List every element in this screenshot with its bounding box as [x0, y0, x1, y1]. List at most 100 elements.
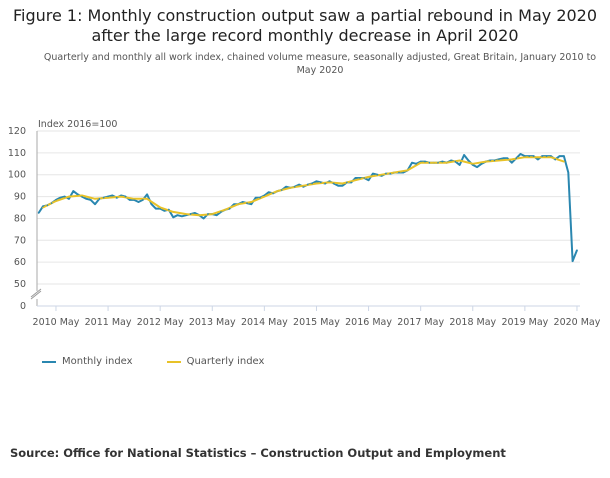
monthly-point: [524, 155, 526, 157]
x-tick-label: 2011 May: [85, 317, 132, 328]
monthly-point: [98, 197, 101, 200]
monthly-point: [267, 191, 270, 194]
monthly-point: [346, 181, 348, 184]
quarterly-point: [81, 194, 83, 197]
legend-label: Quarterly index: [186, 356, 265, 367]
monthly-point: [337, 184, 339, 187]
source-note: Source: Office for National Statistics –…: [10, 446, 506, 460]
monthly-point: [567, 171, 570, 174]
monthly-point: [185, 214, 188, 216]
x-tick-label: 2014 May: [241, 317, 288, 328]
monthly-point: [250, 203, 253, 206]
monthly-point: [333, 182, 335, 185]
quarterly-point: [354, 179, 357, 181]
quarterly-point: [68, 195, 70, 198]
legend-item-quarterly[interactable]: Quarterly index: [166, 356, 265, 367]
y-tick-label: 90: [14, 192, 26, 203]
monthly-point: [471, 164, 474, 166]
monthly-point: [37, 212, 40, 214]
monthly-index-line: [37, 153, 578, 263]
monthly-point: [115, 196, 118, 199]
monthly-point: [241, 201, 244, 203]
x-tick-label: 2017 May: [397, 317, 444, 328]
monthly-point: [441, 160, 444, 163]
quarterly-point: [42, 206, 44, 209]
monthly-point: [85, 197, 88, 200]
monthly-point: [372, 172, 374, 175]
monthly-point: [207, 213, 209, 215]
quarterly-point: [524, 156, 526, 159]
monthly-point: [558, 155, 561, 157]
quarterly-point: [445, 161, 448, 164]
chart-subtitle: Quarterly and monthly all work index, ch…: [43, 52, 597, 76]
monthly-point: [159, 207, 161, 210]
monthly-point: [489, 159, 491, 162]
quarterly-point: [537, 156, 539, 159]
monthly-point: [402, 171, 405, 174]
monthly-point: [72, 190, 75, 192]
x-tick-label: 2013 May: [189, 317, 236, 328]
quarterly-point: [146, 197, 148, 200]
monthly-point: [550, 155, 552, 157]
monthly-point: [254, 196, 257, 199]
quarterly-point: [328, 181, 331, 184]
quarterly-point: [250, 201, 253, 203]
monthly-point: [293, 185, 296, 188]
monthly-point: [137, 201, 140, 203]
quarterly-point: [315, 182, 318, 185]
y-tick-label: 50: [14, 279, 26, 290]
x-tick-label: 2020 May: [554, 317, 601, 328]
monthly-point: [320, 181, 322, 184]
monthly-point: [107, 195, 109, 198]
y-tick-label: 110: [8, 148, 26, 159]
quarterly-point: [224, 208, 227, 211]
x-tick-label: 2018 May: [449, 317, 496, 328]
monthly-point: [194, 212, 196, 214]
y-tick-label: 70: [14, 235, 26, 246]
monthly-point: [189, 213, 192, 215]
monthly-point: [502, 157, 504, 160]
monthly-point: [545, 155, 548, 157]
monthly-point: [42, 205, 44, 208]
monthly-point: [168, 208, 170, 211]
monthly-point: [263, 194, 266, 197]
monthly-point: [311, 182, 313, 185]
quarterly-point: [484, 160, 487, 163]
monthly-point: [68, 197, 70, 200]
x-tick-label: 2019 May: [501, 317, 548, 328]
monthly-point: [142, 199, 144, 201]
monthly-point: [359, 177, 361, 179]
quarterly-point: [120, 195, 122, 198]
monthly-point: [133, 199, 135, 201]
monthly-point: [428, 161, 431, 164]
monthly-point: [315, 180, 318, 183]
chart-title: Figure 1: Monthly construction output sa…: [12, 6, 598, 45]
legend-item-monthly[interactable]: Monthly index: [42, 356, 133, 367]
quarterly-point: [94, 197, 96, 200]
legend-label: Monthly index: [62, 356, 133, 367]
monthly-point: [398, 171, 400, 174]
monthly-point: [415, 162, 418, 165]
monthly-point: [120, 194, 122, 197]
monthly-point: [467, 159, 470, 162]
quarterly-point: [367, 176, 370, 178]
quarterly-point: [393, 171, 396, 174]
quarterly-point: [341, 182, 344, 185]
monthly-point: [354, 177, 357, 179]
quarterly-point: [563, 160, 565, 163]
x-tick-label: 2016 May: [345, 317, 392, 328]
quarterly-point: [107, 196, 109, 199]
quarterly-point: [159, 206, 161, 209]
y-tick-label: 120: [8, 126, 26, 137]
quarterly-point: [276, 190, 279, 192]
quarterly-point: [511, 158, 513, 161]
monthly-point: [89, 199, 92, 201]
monthly-point: [324, 182, 326, 185]
monthly-point: [181, 215, 183, 218]
monthly-point: [55, 199, 57, 201]
monthly-point: [532, 155, 535, 157]
monthly-point: [350, 181, 353, 184]
quarterly-point: [211, 213, 214, 215]
monthly-point: [380, 175, 383, 177]
monthly-point: [454, 160, 457, 163]
